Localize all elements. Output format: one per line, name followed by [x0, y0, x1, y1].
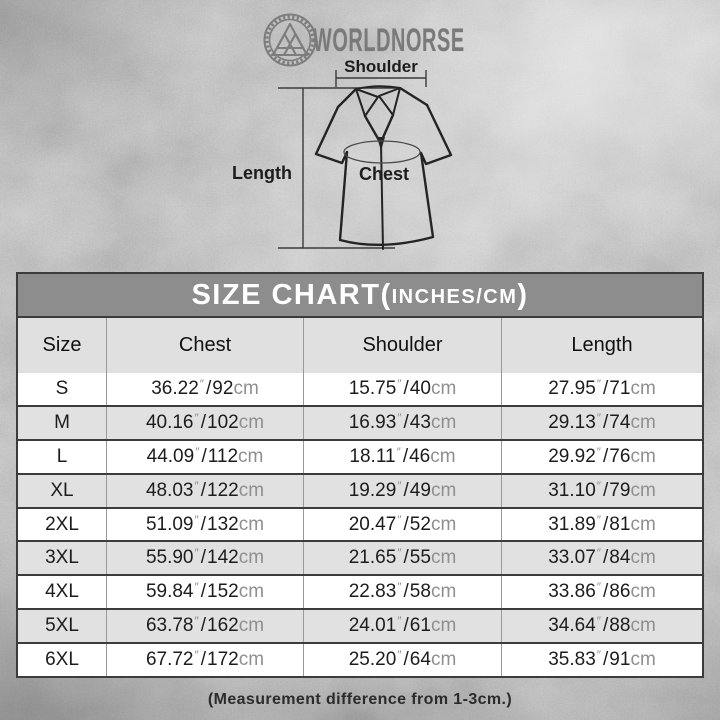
cell-length: 34.64 ″/88 cm: [501, 610, 702, 643]
table-row: 6XL 67.72 ″/172 cm 25.20 ″/64 cm 35.83 ″/91 cm: [18, 642, 702, 677]
cell-size: 6XL: [45, 649, 79, 671]
cell-size: 4XL: [45, 581, 79, 603]
cell-size: XL: [50, 479, 74, 501]
cell-chest: 40.16 ″/102 cm: [106, 406, 303, 439]
cell-shoulder: 18.11 ″/46 cm: [303, 440, 501, 473]
cell-shoulder: 16.93 ″/43 cm: [303, 406, 501, 439]
column-header-shoulder: Shoulder: [303, 318, 501, 373]
shoulder-label: Shoulder: [344, 57, 418, 76]
cell-shoulder: 15.75 ″/40 cm: [303, 373, 501, 405]
table-row: L 44.09 ″/112 cm 18.11 ″/46 cm 29.92 ″/76 cm: [18, 438, 702, 473]
cell-chest: 48.03 ″/122 cm: [106, 474, 303, 507]
cell-length: 27.95 ″/71 cm: [501, 373, 702, 405]
shirt-measurement-diagram: Shoulder Length Chest: [232, 57, 453, 250]
cell-size: 3XL: [45, 547, 79, 569]
title-units: INCHES/CM: [391, 286, 518, 308]
size-chart-table: SIZE CHART(INCHES/CM) Size Chest Shoulde…: [16, 272, 704, 678]
table-row: 3XL 55.90 ″/142 cm 21.65 ″/55 cm 33.07 ″/84 cm: [18, 540, 702, 575]
cell-length: 33.07 ″/84 cm: [501, 542, 702, 575]
cell-length: 35.83 ″/91 cm: [501, 644, 702, 677]
size-chart-title-bar: SIZE CHART(INCHES/CM): [18, 274, 702, 318]
cell-length: 29.92 ″/76 cm: [501, 440, 702, 473]
cell-shoulder: 25.20 ″/64 cm: [303, 644, 501, 677]
cell-shoulder: 22.83 ″/58 cm: [303, 576, 501, 609]
table-row: 4XL 59.84 ″/152 cm 22.83 ″/58 cm 33.86 ″/86 cm: [18, 574, 702, 609]
cell-size: 2XL: [45, 513, 79, 535]
column-header-length: Length: [501, 318, 702, 373]
cell-length: 33.86 ″/86 cm: [501, 576, 702, 609]
title-main: SIZE CHART(: [191, 278, 392, 311]
cell-size: 5XL: [45, 615, 79, 637]
title-close: ): [517, 278, 529, 311]
cell-shoulder: 24.01 ″/61 cm: [303, 610, 501, 643]
table-row: M 40.16 ″/102 cm 16.93 ″/43 cm 29.13 ″/74 cm: [18, 404, 702, 439]
cell-size: S: [55, 377, 69, 399]
cell-chest: 63.78 ″/162 cm: [106, 610, 303, 643]
table-row: XL 48.03 ″/122 cm 19.29 ″/49 cm 31.10 ″/79 cm: [18, 472, 702, 507]
cell-shoulder: 19.29 ″/49 cm: [303, 474, 501, 507]
table-header-row: Size Chest Shoulder Length: [18, 318, 702, 373]
footnote: (Measurement difference from 1-3cm.): [207, 691, 513, 708]
cell-chest: 59.84 ″/152 cm: [106, 576, 303, 609]
length-label: Length: [232, 163, 292, 183]
cell-size: L: [56, 445, 68, 467]
column-header-size: Size: [42, 334, 82, 356]
cell-length: 31.89 ″/81 cm: [501, 508, 702, 541]
chest-label: Chest: [359, 164, 409, 184]
cell-chest: 51.09 ″/132 cm: [106, 508, 303, 541]
column-header-chest: Chest: [106, 318, 303, 373]
cell-shoulder: 21.65 ″/55 cm: [303, 542, 501, 575]
cell-chest: 44.09 ″/112 cm: [106, 440, 303, 473]
table-row: 5XL 63.78 ″/162 cm 24.01 ″/61 cm 34.64 ″/88 cm: [18, 608, 702, 643]
cell-chest: 67.72 ″/172 cm: [106, 644, 303, 677]
cell-chest: 36.22 ″/92 cm: [106, 373, 303, 405]
cell-size: M: [54, 411, 70, 433]
cell-length: 29.13 ″/74 cm: [501, 406, 702, 439]
table-row: S 36.22 ″/92 cm 15.75 ″/40 cm 27.95 ″/71 cm: [18, 373, 702, 405]
cell-chest: 55.90 ″/142 cm: [106, 542, 303, 575]
table-row: 2XL 51.09 ″/132 cm 20.47 ″/52 cm 31.89 ″/81 cm: [18, 506, 702, 541]
cell-length: 31.10 ″/79 cm: [501, 474, 702, 507]
placket-shading: [377, 137, 385, 151]
cell-shoulder: 20.47 ″/52 cm: [303, 508, 501, 541]
